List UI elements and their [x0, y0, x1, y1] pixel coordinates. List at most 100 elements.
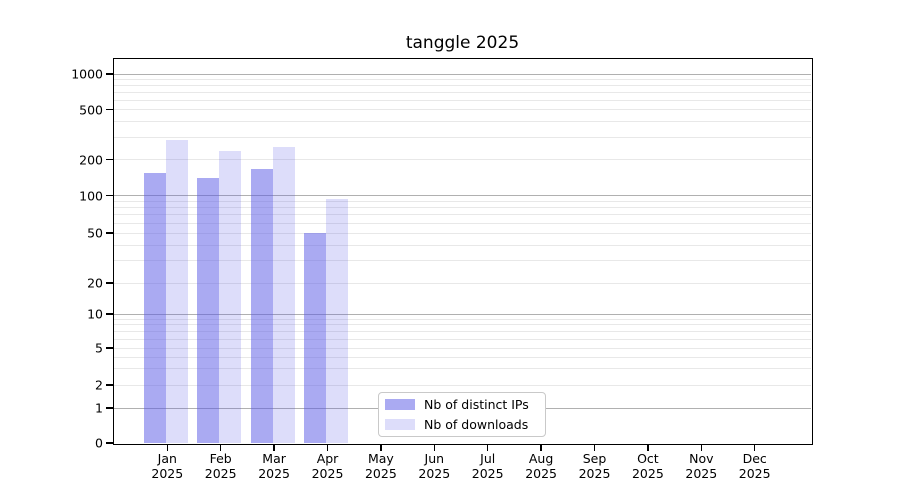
- x-tick-mark: [593, 444, 596, 451]
- gridline-minor: [114, 121, 811, 123]
- gridline-minor: [114, 324, 811, 326]
- bar-downloads: [165, 140, 188, 443]
- month-year: 2025: [204, 465, 237, 481]
- x-axis-month-label: Nov 2025: [685, 451, 718, 481]
- gridline-minor: [114, 330, 811, 332]
- y-tick-mark: [106, 442, 114, 444]
- bar-distinct-ips: [143, 172, 166, 443]
- month-year: 2025: [738, 465, 771, 481]
- x-axis-month-label: Aug 2025: [525, 451, 557, 481]
- y-tick-mark: [106, 73, 114, 75]
- legend-label-downloads: Nb of downloads: [424, 417, 529, 432]
- gridline-minor: [114, 91, 811, 93]
- month-name: Jul: [480, 451, 496, 466]
- y-axis-tick-label: 5: [95, 340, 103, 356]
- month-year: 2025: [418, 465, 451, 481]
- month-year: 2025: [151, 465, 184, 481]
- y-axis-tick-label: 500: [79, 102, 103, 117]
- y-tick-mark: [106, 347, 114, 349]
- y-tick-mark: [106, 313, 114, 315]
- plot-frame: [112, 58, 813, 445]
- y-tick-mark: [106, 194, 114, 197]
- month-year: 2025: [258, 465, 290, 481]
- legend-label-distinct-ips: Nb of distinct IPs: [424, 397, 529, 412]
- gridline-minor: [114, 214, 811, 216]
- x-tick-mark: [540, 444, 542, 451]
- x-tick-mark: [380, 444, 382, 451]
- gridline-minor: [114, 207, 811, 209]
- y-axis-tick-label: 200: [79, 152, 103, 167]
- legend-item-downloads: Nb of downloads: [385, 415, 545, 435]
- x-tick-mark: [273, 444, 275, 451]
- y-tick-mark: [106, 384, 114, 386]
- month-name: May: [367, 451, 394, 466]
- month-year: 2025: [471, 465, 504, 481]
- y-axis-tick-label: 1000: [71, 66, 103, 82]
- x-axis-month-label: Dec 2025: [738, 451, 771, 481]
- month-name: Feb: [209, 451, 232, 466]
- x-axis-month-label: Sep 2025: [578, 451, 611, 481]
- x-tick-mark: [433, 444, 435, 451]
- y-axis-tick-label: 50: [87, 225, 103, 241]
- month-name: Sep: [582, 451, 607, 466]
- bar-distinct-ips: [250, 169, 273, 443]
- gridline-minor: [114, 260, 811, 262]
- gridline-minor: [114, 244, 811, 246]
- y-tick-mark: [106, 108, 114, 111]
- month-name: Jan: [157, 451, 177, 466]
- gridline-minor: [114, 200, 811, 202]
- x-tick-mark: [220, 444, 222, 451]
- gridline-minor: [114, 318, 811, 320]
- month-name: Jun: [424, 451, 445, 466]
- x-axis-month-label: Feb 2025: [204, 451, 237, 481]
- x-tick-mark: [700, 444, 702, 451]
- x-axis-month-label: Oct 2025: [631, 451, 664, 481]
- y-axis-tick-label: 20: [87, 275, 103, 291]
- x-tick-mark: [487, 444, 489, 451]
- month-name: Aug: [528, 451, 554, 466]
- month-year: 2025: [578, 465, 611, 481]
- legend: Nb of distinct IPs Nb of downloads: [378, 392, 546, 437]
- month-year: 2025: [685, 465, 718, 481]
- month-name: Dec: [742, 451, 767, 466]
- y-tick-mark: [106, 407, 114, 409]
- gridline-minor: [114, 282, 811, 284]
- month-year: 2025: [631, 465, 664, 481]
- y-axis-tick-label: 10: [87, 306, 103, 322]
- gridline-major: [114, 73, 811, 75]
- x-axis-month-label: Mar 2025: [258, 451, 290, 481]
- y-tick-mark: [106, 158, 114, 161]
- month-year: 2025: [364, 465, 397, 481]
- y-axis-tick-label: 0: [95, 435, 103, 451]
- x-axis-month-label: Jul 2025: [471, 451, 504, 481]
- month-name: Mar: [262, 451, 286, 466]
- bar-downloads: [272, 147, 295, 443]
- gridline-minor: [114, 384, 811, 386]
- x-axis-month-label: Jan 2025: [151, 451, 184, 481]
- y-axis-tick-label: 2: [95, 377, 103, 393]
- y-tick-mark: [106, 282, 114, 284]
- gridline-minor: [114, 84, 811, 86]
- month-year: 2025: [525, 465, 557, 481]
- gridline-minor: [114, 78, 811, 80]
- month-name: Oct: [637, 451, 659, 466]
- x-axis-month-label: May 2025: [364, 451, 397, 481]
- bar-distinct-ips: [304, 233, 326, 443]
- gridline-minor: [114, 109, 811, 110]
- gridline-minor: [114, 338, 811, 340]
- bar-downloads: [326, 199, 348, 443]
- y-tick-mark: [106, 232, 114, 234]
- month-name: Nov: [689, 451, 714, 466]
- legend-swatch-distinct-ips: [385, 399, 415, 410]
- gridline-minor: [114, 347, 811, 349]
- x-tick-mark: [647, 444, 649, 451]
- x-tick-mark: [754, 444, 756, 451]
- gridline-minor: [114, 222, 811, 224]
- gridline-major: [114, 313, 811, 315]
- bar-distinct-ips: [197, 178, 220, 443]
- month-name: Apr: [316, 451, 339, 466]
- gridline-minor: [114, 356, 811, 358]
- x-tick-mark: [166, 444, 168, 451]
